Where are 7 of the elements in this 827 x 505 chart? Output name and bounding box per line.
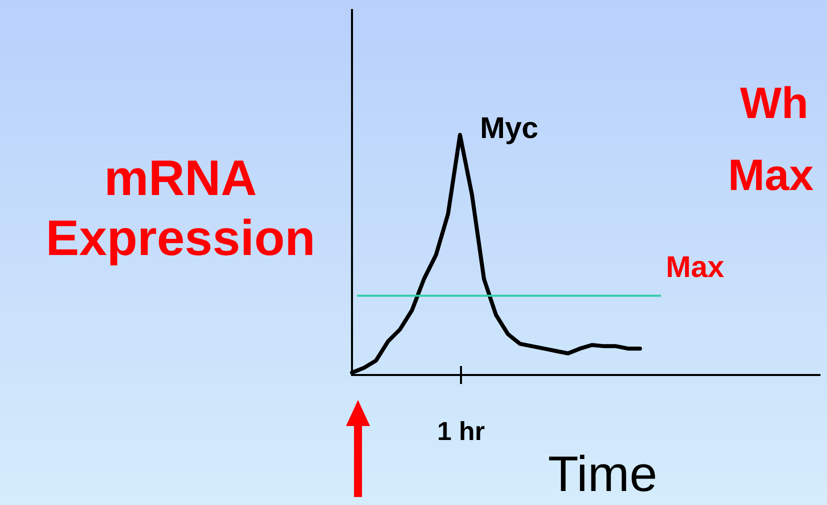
- text: 1 hr: [436, 416, 486, 447]
- annotation: Max: [728, 150, 814, 202]
- y-axis-title: mRNA Expression: [44, 149, 316, 268]
- x-axis-title: Time: [548, 445, 658, 503]
- text: Wh: [740, 78, 808, 130]
- series-label: Myc: [480, 112, 538, 146]
- ref-line-label: Max: [666, 251, 725, 284]
